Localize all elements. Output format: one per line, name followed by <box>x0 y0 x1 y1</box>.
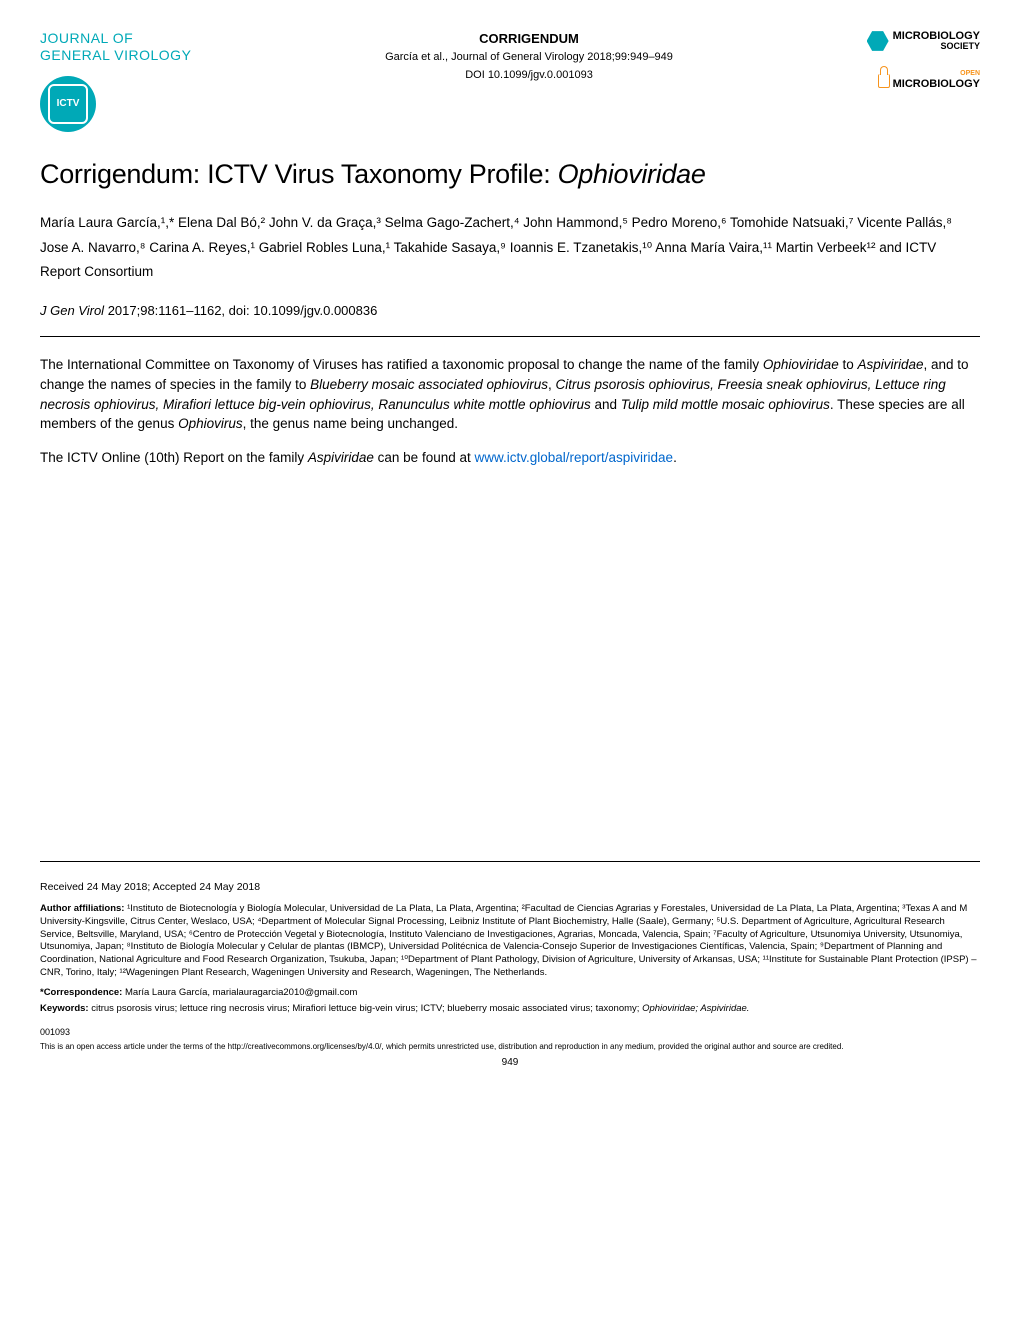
title-text-prefix: Corrigendum: ICTV Virus Taxonomy Profile… <box>40 159 558 189</box>
keywords-label: Keywords: <box>40 1003 91 1014</box>
p2-seg1: The ICTV Online (10th) Report on the fam… <box>40 450 308 465</box>
header-citation: García et al., Journal of General Virolo… <box>191 50 866 65</box>
affiliations-block: Author affiliations: ¹Instituto de Biote… <box>40 903 980 980</box>
society-logo: MICROBIOLOGY SOCIETY <box>867 30 980 52</box>
body-paragraph-1: The International Committee on Taxonomy … <box>40 355 980 433</box>
p1-seg2: to <box>839 357 858 372</box>
p1-it5: Tulip mild mottle mosaic ophiovirus <box>621 397 830 412</box>
affiliations-label: Author affiliations: <box>40 903 127 914</box>
open-lock-icon <box>878 74 890 88</box>
affiliations-text: ¹Instituto de Biotecnología y Biología M… <box>40 903 977 978</box>
society-text-block: MICROBIOLOGY SOCIETY <box>893 31 980 51</box>
p2-seg3: . <box>673 450 677 465</box>
article-title: Corrigendum: ICTV Virus Taxonomy Profile… <box>40 156 980 194</box>
previous-citation: J Gen Virol 2017;98:1161–1162, doi: 10.1… <box>40 302 980 320</box>
prev-citation-journal: J Gen Virol <box>40 303 104 318</box>
journal-block: JOURNAL OF GENERAL VIROLOGY ICTV <box>40 30 191 132</box>
p1-seg1: The International Committee on Taxonomy … <box>40 357 763 372</box>
p1-it3: Blueberry mosaic associated ophiovirus <box>310 377 548 392</box>
open-micro-label: MICROBIOLOGY <box>893 78 980 90</box>
keywords-italic: Ophioviridae; Aspiviridae. <box>642 1003 749 1014</box>
p1-it2: Aspiviridae <box>857 357 923 372</box>
p2-seg2: can be found at <box>374 450 475 465</box>
keywords-text: citrus psorosis virus; lettuce ring necr… <box>91 1003 642 1014</box>
p1-seg5: and <box>591 397 621 412</box>
correspondence-text: María Laura García, marialauragarcia2010… <box>125 987 357 998</box>
open-label-small: OPEN <box>893 70 980 77</box>
report-link[interactable]: www.ictv.global/report/aspiviridae <box>474 450 673 465</box>
journal-title-line2: GENERAL VIROLOGY <box>40 47 191 64</box>
page-header: JOURNAL OF GENERAL VIROLOGY ICTV CORRIGE… <box>40 30 980 132</box>
ictv-badge-icon: ICTV <box>40 76 96 132</box>
p1-it1: Ophioviridae <box>763 357 839 372</box>
header-doi: DOI 10.1099/jgv.0.001093 <box>191 68 866 83</box>
open-microbiology-badge: OPEN MICROBIOLOGY <box>867 70 980 92</box>
open-text-wrap: OPEN MICROBIOLOGY <box>893 70 980 92</box>
license-text: This is an open access article under the… <box>40 1042 980 1052</box>
prev-citation-rest: 2017;98:1161–1162, doi: 10.1099/jgv.0.00… <box>104 303 377 318</box>
correspondence-block: *Correspondence: María Laura García, mar… <box>40 986 980 999</box>
page-number: 949 <box>40 1056 980 1070</box>
spacer <box>40 481 980 851</box>
journal-title-line1: JOURNAL OF <box>40 30 191 47</box>
footer-divider <box>40 861 980 862</box>
society-line2: SOCIETY <box>893 42 980 51</box>
header-center: CORRIGENDUM García et al., Journal of Ge… <box>191 30 866 83</box>
p2-it: Aspiviridae <box>308 450 374 465</box>
keywords-block: Keywords: citrus psorosis virus; lettuce… <box>40 1003 980 1016</box>
title-text-italic: Ophioviridae <box>558 159 706 189</box>
received-accepted: Received 24 May 2018; Accepted 24 May 20… <box>40 880 980 895</box>
ictv-badge-label: ICTV <box>48 84 88 124</box>
divider-line <box>40 336 980 337</box>
body-paragraph-2: The ICTV Online (10th) Report on the fam… <box>40 448 980 468</box>
authors-list: María Laura García,¹,* Elena Dal Bó,² Jo… <box>40 211 980 284</box>
header-right: MICROBIOLOGY SOCIETY OPEN MICROBIOLOGY <box>867 30 980 92</box>
p1-it6: Ophiovirus <box>178 416 243 431</box>
article-id: 001093 <box>40 1026 980 1039</box>
hexagon-icon <box>867 30 889 52</box>
correspondence-label: *Correspondence: <box>40 987 125 998</box>
p1-seg4: , <box>548 377 556 392</box>
corrigendum-label: CORRIGENDUM <box>191 30 866 48</box>
p1-seg7: , the genus name being unchanged. <box>243 416 458 431</box>
